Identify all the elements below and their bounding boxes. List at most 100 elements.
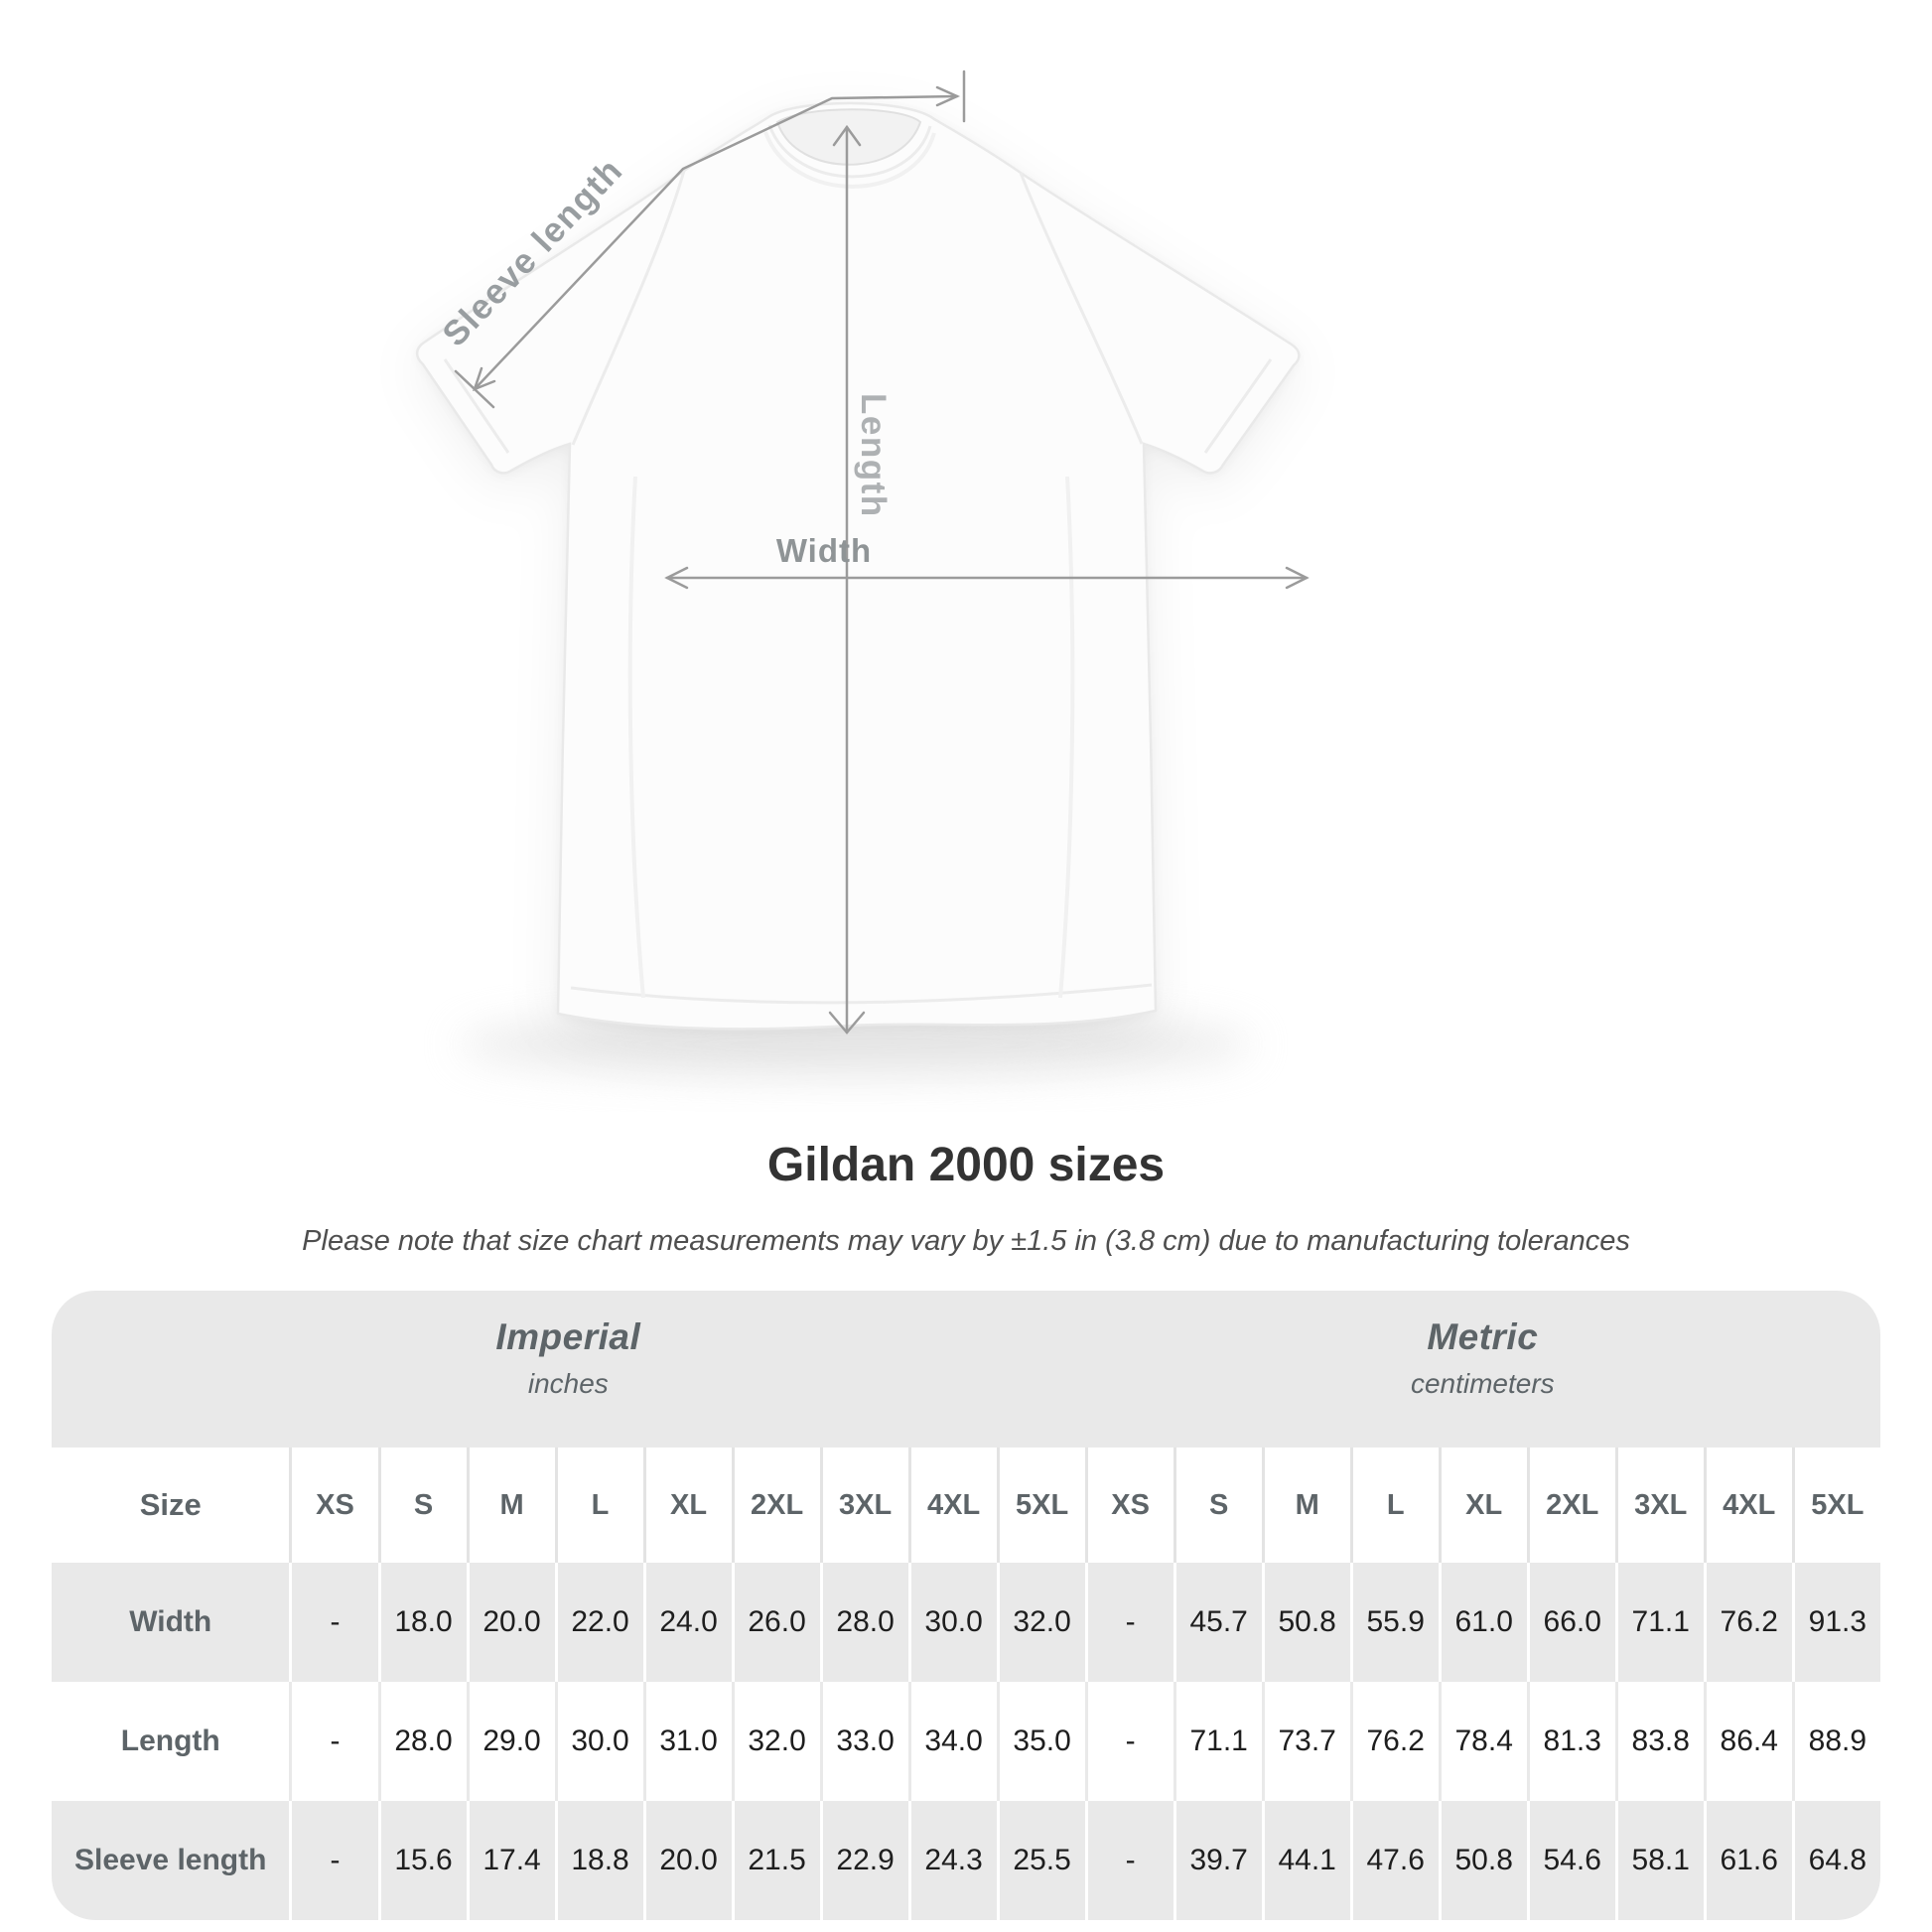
size-col-header-imperial-xl: XL xyxy=(642,1448,732,1563)
table-cell: 31.0 xyxy=(642,1682,732,1801)
table-cell: 17.4 xyxy=(466,1801,555,1920)
unit-section-row: Imperial inches Metric centimeters xyxy=(52,1291,1880,1448)
table-cell: 34.0 xyxy=(907,1682,997,1801)
size-col-header-metric-m: M xyxy=(1261,1448,1350,1563)
row-label: Width xyxy=(52,1563,290,1682)
table-cell: 18.8 xyxy=(554,1801,643,1920)
table-cell: 78.4 xyxy=(1438,1682,1527,1801)
right-cuff-seam xyxy=(1203,358,1273,454)
left-cuff-seam xyxy=(443,358,510,454)
table-cell: 22.0 xyxy=(554,1563,643,1682)
size-col-header-imperial-4xl: 4XL xyxy=(907,1448,997,1563)
table-cell: 32.0 xyxy=(731,1682,820,1801)
row-label: Sleeve length xyxy=(52,1801,290,1920)
table-cell: 76.2 xyxy=(1349,1682,1439,1801)
row-label: Length xyxy=(52,1682,290,1801)
collar-opening xyxy=(775,108,922,166)
table-cell: 50.8 xyxy=(1438,1801,1527,1920)
table-cell: 61.6 xyxy=(1703,1801,1792,1920)
table-cell: 30.0 xyxy=(554,1682,643,1801)
table-cell: 71.1 xyxy=(1614,1563,1704,1682)
metric-section-header: Metric centimeters xyxy=(1084,1291,1880,1448)
table-row-width: Width -18.0 20.0 22.0 24.0 26.0 28.0 30.0 32.0-4… xyxy=(52,1563,1880,1682)
table-cell: 29.0 xyxy=(466,1682,555,1801)
tshirt-measurement-diagram: Sleeve length Length Width xyxy=(415,69,1310,1078)
page-title: Gildan 2000 sizes xyxy=(766,1139,1166,1191)
table-cell: 25.5 xyxy=(996,1801,1085,1920)
table-cell: 54.6 xyxy=(1526,1801,1615,1920)
table-cell: 44.1 xyxy=(1261,1801,1350,1920)
imperial-units: inches xyxy=(527,1368,609,1399)
table-cell: 45.7 xyxy=(1173,1563,1262,1682)
table-cell: 20.0 xyxy=(642,1801,732,1920)
size-col-header-imperial-xs: XS xyxy=(289,1448,378,1563)
collar-seam xyxy=(767,124,932,179)
size-column-header: Size xyxy=(52,1448,290,1563)
width-label: Width xyxy=(776,532,872,569)
table-cell: 28.0 xyxy=(819,1563,908,1682)
table-cell: 83.8 xyxy=(1614,1682,1704,1801)
table-cell: - xyxy=(289,1563,378,1682)
size-col-header-metric-2xl: 2XL xyxy=(1526,1448,1615,1563)
imperial-section-header: Imperial inches xyxy=(52,1291,1085,1448)
collar-stitch xyxy=(763,131,936,189)
table-cell: 32.0 xyxy=(996,1563,1085,1682)
table-cell: 24.3 xyxy=(907,1801,997,1920)
size-table-grid: Imperial inches Metric centimeters Size … xyxy=(52,1291,1880,1920)
table-cell: 18.0 xyxy=(377,1563,467,1682)
table-cell: 35.0 xyxy=(996,1682,1085,1801)
table-cell: - xyxy=(289,1801,378,1920)
length-label: Length xyxy=(854,393,893,518)
table-cell: 71.1 xyxy=(1173,1682,1262,1801)
metric-units: centimeters xyxy=(1410,1368,1555,1399)
table-cell: 22.9 xyxy=(819,1801,908,1920)
fabric-fold-right xyxy=(1058,476,1075,999)
size-col-header-imperial-5xl: 5XL xyxy=(996,1448,1085,1563)
table-cell: - xyxy=(1084,1801,1173,1920)
table-cell: 21.5 xyxy=(731,1801,820,1920)
tshirt-image xyxy=(415,101,1301,1031)
size-col-header-metric-5xl: 5XL xyxy=(1791,1448,1880,1563)
table-cell: - xyxy=(289,1682,378,1801)
hem-seam xyxy=(570,983,1153,1005)
size-col-header-metric-xs: XS xyxy=(1084,1448,1173,1563)
table-cell: 55.9 xyxy=(1349,1563,1439,1682)
page-subtitle: Please note that size chart measurements… xyxy=(302,1225,1630,1257)
table-cell: 58.1 xyxy=(1614,1801,1704,1920)
size-col-header-imperial-l: L xyxy=(554,1448,643,1563)
table-cell: 81.3 xyxy=(1526,1682,1615,1801)
table-cell: 76.2 xyxy=(1703,1563,1792,1682)
table-cell: 88.9 xyxy=(1791,1682,1880,1801)
table-cell: 33.0 xyxy=(819,1682,908,1801)
table-cell: - xyxy=(1084,1563,1173,1682)
table-cell: 15.6 xyxy=(377,1801,467,1920)
size-col-header-metric-4xl: 4XL xyxy=(1703,1448,1792,1563)
table-cell: 20.0 xyxy=(466,1563,555,1682)
table-row-sleeve-length: Sleeve length -15.6 17.4 18.8 20.0 21.5 22.9 24… xyxy=(52,1801,1880,1920)
size-col-header-imperial-m: M xyxy=(466,1448,555,1563)
length-measure-line xyxy=(828,124,866,1035)
table-cell: 91.3 xyxy=(1791,1563,1880,1682)
width-measure-line xyxy=(664,566,1310,590)
size-header-row: Size XS S M L XL 2XL 3XL 4XL 5XL XS S M L XL 2XL 3XL 4XL… xyxy=(52,1448,1880,1563)
left-armhole-seam xyxy=(571,170,686,446)
right-armhole-seam xyxy=(1019,172,1144,445)
table-cell: 39.7 xyxy=(1173,1801,1262,1920)
sleeve-length-measure-line xyxy=(454,69,966,409)
metric-label: Metric xyxy=(1427,1316,1539,1357)
table-cell: 86.4 xyxy=(1703,1682,1792,1801)
size-col-header-metric-3xl: 3XL xyxy=(1614,1448,1704,1563)
shirt-shadow xyxy=(459,1011,1253,1078)
table-cell: 50.8 xyxy=(1261,1563,1350,1682)
table-cell: 28.0 xyxy=(377,1682,467,1801)
table-cell: 24.0 xyxy=(642,1563,732,1682)
size-col-header-imperial-3xl: 3XL xyxy=(819,1448,908,1563)
table-cell: 26.0 xyxy=(731,1563,820,1682)
table-cell: 47.6 xyxy=(1349,1801,1439,1920)
fabric-fold-left xyxy=(627,476,645,999)
size-col-header-metric-xl: XL xyxy=(1438,1448,1527,1563)
size-col-header-metric-s: S xyxy=(1173,1448,1262,1563)
table-cell: 64.8 xyxy=(1791,1801,1880,1920)
table-cell: 30.0 xyxy=(907,1563,997,1682)
